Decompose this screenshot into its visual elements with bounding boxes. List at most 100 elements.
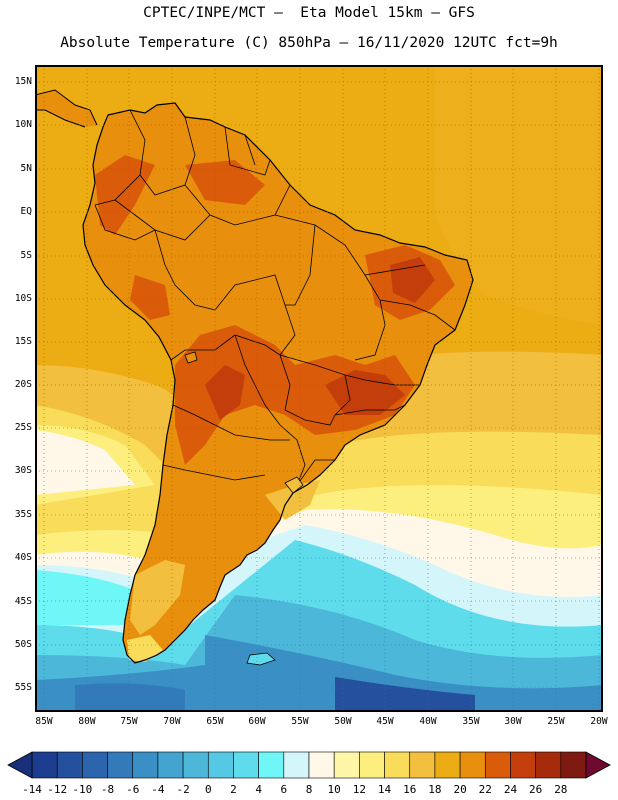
lat-label: 10S — [14, 293, 32, 304]
lon-label: 55W — [291, 716, 309, 727]
colorbar-tick-label: 6 — [280, 783, 288, 796]
hot-core-northeast — [390, 257, 435, 303]
colorbar-tick-label: 0 — [204, 783, 212, 796]
lat-label: 10N — [14, 119, 32, 130]
lat-label: 5S — [20, 250, 32, 261]
ocean-minus12-patch — [335, 677, 475, 712]
colorbar-cell — [82, 751, 108, 779]
ocean-band — [435, 65, 603, 325]
colorbar-cell — [157, 751, 184, 779]
colorbar-cell — [207, 751, 234, 779]
colorbar-tick-label: 10 — [327, 783, 341, 796]
lake-titicaca — [184, 351, 198, 364]
colorbar-tick-label: 14 — [377, 783, 392, 796]
colorbar-cell — [384, 751, 411, 779]
lat-label: 20S — [14, 379, 32, 390]
lagoa-dos-patos — [284, 476, 304, 494]
lon-label: 85W — [35, 716, 53, 727]
colorbar-cell — [510, 751, 536, 779]
lat-label: 15N — [14, 76, 32, 87]
lon-label: 25W — [547, 716, 565, 727]
coastline — [82, 102, 474, 664]
colorbar-tick-label: 4 — [255, 783, 262, 796]
lat-label: 55S — [14, 682, 32, 693]
lat-label: 40S — [14, 552, 32, 563]
lon-label: 75W — [120, 716, 138, 727]
lat-label: 15S — [14, 336, 32, 347]
lon-label: 65W — [206, 716, 224, 727]
colorbar-cell — [56, 751, 83, 779]
colorbar-cell — [182, 751, 209, 779]
central-america-landmass — [35, 90, 97, 127]
hot-region-venezuela — [185, 160, 265, 205]
lon-label: 45W — [376, 716, 394, 727]
graticule — [35, 65, 603, 712]
falkland-islands — [246, 652, 276, 666]
colorbar-tick-label: -12 — [47, 783, 68, 796]
colorbar-cell — [434, 751, 461, 779]
colorbar-cell — [409, 751, 436, 779]
pacific-cold-patch — [35, 570, 155, 625]
colorbar-cell — [107, 751, 134, 779]
lat-label: 25S — [14, 422, 32, 433]
lon-label: 30W — [504, 716, 522, 727]
colorbar-cell — [31, 751, 58, 779]
colorbar-tick-label: -14 — [22, 783, 42, 796]
lon-label: 40W — [419, 716, 437, 727]
colorbar-under-arrow — [7, 751, 33, 779]
lon-label: 60W — [248, 716, 266, 727]
colorbar-over-arrow — [585, 751, 611, 779]
lat-label: EQ — [20, 206, 32, 217]
lat-label: 5N — [20, 163, 32, 174]
colorbar-tick-label: 26 — [529, 783, 543, 796]
chart-subtitle: Absolute Temperature (C) 850hPa – 16/11/… — [60, 35, 558, 51]
colorbar-tick-label: -10 — [72, 783, 93, 796]
colorbar-cell — [132, 751, 159, 779]
colorbar-tick-label: -8 — [100, 783, 115, 796]
lat-label: 45S — [14, 596, 32, 607]
colorbar-cell — [283, 751, 310, 779]
colorbar-tick-label: 16 — [403, 783, 417, 796]
colorbar-tick-label: 24 — [503, 783, 518, 796]
colorbar-cell — [560, 751, 587, 779]
cool-region-uruguay — [265, 480, 320, 520]
colorbar-tick-label: 20 — [453, 783, 467, 796]
colorbar-tick-label: 2 — [230, 783, 237, 796]
central-america-coast — [35, 89, 98, 128]
colorbar-tick-label: 18 — [428, 783, 442, 796]
colorbar-cell — [459, 751, 486, 779]
ocean-minus10-patch — [75, 683, 185, 712]
temperature-map — [35, 65, 603, 712]
colorbar-tick-label: 28 — [554, 783, 568, 796]
cool-region-tierra-del-fuego — [127, 635, 163, 662]
colorbar-tick-label: 8 — [305, 783, 313, 796]
lat-label: 35S — [14, 509, 32, 520]
colorbar-tick-label: -6 — [126, 783, 140, 796]
lon-label: 70W — [163, 716, 181, 727]
hot-core-chaco — [205, 365, 245, 420]
colorbar-cell — [308, 751, 335, 779]
colorbar — [7, 751, 611, 779]
pacific-8-band — [35, 430, 135, 495]
lon-label: 50W — [334, 716, 352, 727]
colorbar-cell — [333, 751, 360, 779]
colorbar-tick-label: 22 — [478, 783, 492, 796]
country-borders — [94, 109, 456, 486]
colorbar-cell — [233, 751, 259, 779]
chart-title: CPTEC/INPE/MCT – Eta Model 15km – GFS — [143, 5, 475, 21]
hot-region-central — [175, 325, 415, 465]
colorbar-tick-label: -4 — [151, 783, 165, 796]
colorbar-cell — [535, 751, 562, 779]
map-panel[interactable] — [35, 65, 603, 712]
colorbar-tick-label: 12 — [352, 783, 366, 796]
lat-label: 30S — [14, 465, 32, 476]
colorbar-tick-label: -2 — [176, 783, 190, 796]
hot-region-peru — [130, 275, 170, 320]
lon-label: 35W — [462, 716, 480, 727]
lat-label: 50S — [14, 639, 32, 650]
cool-region-patagonia — [130, 560, 185, 635]
colorbar-cell — [484, 751, 511, 779]
lon-label: 80W — [78, 716, 96, 727]
colorbar-cell — [359, 751, 385, 779]
lon-label: 20W — [590, 716, 608, 727]
